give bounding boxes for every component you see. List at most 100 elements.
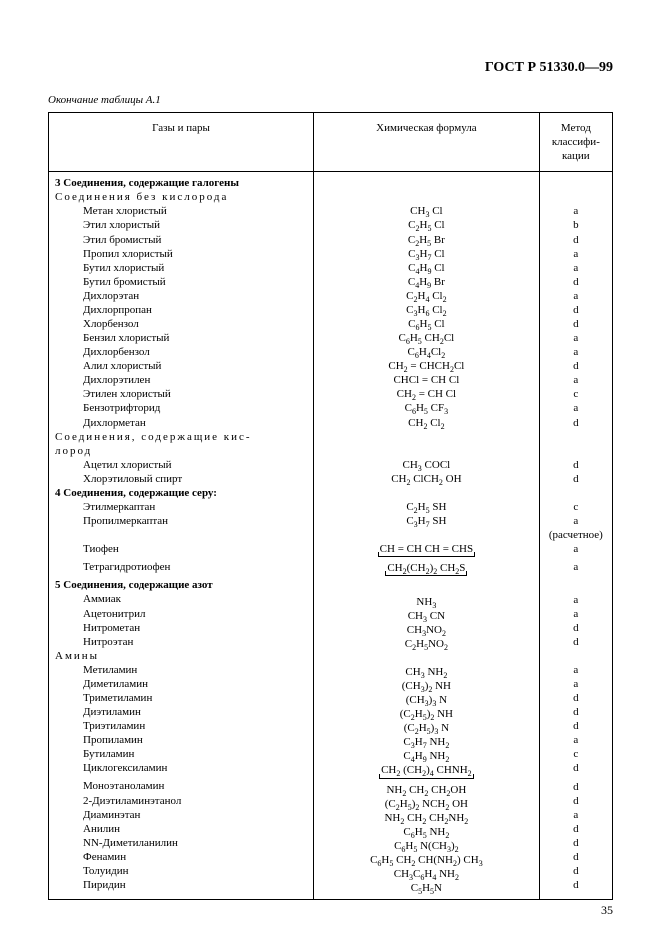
formula-text: CH2 (CH2)4 CHNH2 [379, 763, 474, 778]
row-formula: C3H7 NH2 [318, 735, 535, 749]
name-text: Диаминэтан [55, 808, 337, 822]
method-text: d [544, 822, 608, 836]
row-method: d [544, 635, 608, 649]
name-text: Ацетонитрил [55, 607, 337, 621]
row-formula [318, 528, 535, 542]
row-formula: CH3 CN [318, 609, 535, 623]
method-text: d [544, 836, 608, 850]
name-text: Анилин [55, 822, 337, 836]
name-text: Тетрагидротиофен [55, 560, 337, 574]
name-text: NN-Диметиланилин [55, 836, 337, 850]
name-text: Этилмеркаптан [55, 500, 337, 514]
row-formula: (C2H5)2 NH [318, 707, 535, 721]
row-method: a [544, 808, 608, 822]
row-method: a [544, 247, 608, 261]
row-name: Бутил хлористый [55, 261, 309, 275]
row-formula: CH2 Cl2 [318, 416, 535, 430]
name-text: Этил хлористый [55, 218, 337, 232]
name-text: Бутил хлористый [55, 261, 337, 275]
row-method: d [544, 691, 608, 705]
name-text: Амины [55, 649, 309, 663]
row-name: Моноэтаноламин [55, 779, 309, 793]
name-text: Бутиламин [55, 747, 337, 761]
name-text: Тиофен [55, 542, 337, 556]
formula-text: C4H9 NH2 [403, 749, 449, 763]
name-text: Дихлорпропан [55, 303, 337, 317]
method-text [544, 190, 608, 204]
name-text: Толуидин [55, 864, 337, 878]
row-method: d [544, 878, 608, 892]
method-text: a [544, 663, 608, 677]
row-name: Амины [55, 649, 309, 663]
row-name: Бензил хлористый [55, 331, 309, 345]
method-text [544, 578, 608, 592]
method-text [544, 176, 608, 190]
method-text: d [544, 317, 608, 331]
row-method: d [544, 761, 608, 775]
row-method: d [544, 359, 608, 373]
formula-text: CH2(CH2)2 CH2S [385, 561, 467, 576]
method-text: b [544, 218, 608, 232]
name-text: Алил хлористый [55, 359, 337, 373]
row-method: d [544, 794, 608, 808]
name-text: Дихлорэтилен [55, 373, 337, 387]
row-name: Аммиак [55, 592, 309, 606]
name-text: 4 Соединения, содержащие серу: [55, 486, 309, 500]
row-method: a [544, 514, 608, 528]
row-formula [318, 190, 535, 204]
row-name: Этил хлористый [55, 218, 309, 232]
method-text: d [544, 794, 608, 808]
row-formula: (C2H5)2 NCH2 OH [318, 797, 535, 811]
row-method: a [544, 560, 608, 574]
row-formula [318, 444, 535, 458]
method-text [544, 430, 608, 444]
method-text: a [544, 607, 608, 621]
method-text: d [544, 864, 608, 878]
row-name [55, 528, 309, 542]
row-method: d [544, 621, 608, 635]
gases-table: Газы и пары Химическая формула Метод кла… [48, 112, 613, 900]
row-name: Соединения без кислорода [55, 190, 309, 204]
row-method: b [544, 218, 608, 232]
name-text: Пропил хлористый [55, 247, 337, 261]
method-text [544, 444, 608, 458]
formula-column: CH3 ClC2H5 ClC2H5 BrC3H7 ClC4H9 ClC4H9 B… [314, 172, 540, 900]
row-name: Хлорэтиловый спирт [55, 472, 309, 486]
name-text: Фенамин [55, 850, 337, 864]
row-method: a [544, 204, 608, 218]
formula-text: C2H5 Br [408, 233, 445, 247]
name-text: Пропиламин [55, 733, 337, 747]
row-method: c [544, 500, 608, 514]
row-method: a [544, 542, 608, 556]
formula-text: C2H5 Cl [408, 218, 444, 232]
row-method: a [544, 289, 608, 303]
row-formula: CH3 COCl [318, 458, 535, 472]
row-formula: CH3 Cl [318, 204, 535, 218]
formula-text: NH2 CH2 CH2NH2 [384, 811, 468, 825]
row-formula [318, 580, 535, 594]
row-name: Тиофен [55, 542, 309, 556]
name-text: Циклогексиламин [55, 761, 337, 775]
row-name: NN-Диметиланилин [55, 836, 309, 850]
name-text: Хлорбензол [55, 317, 337, 331]
row-method [544, 176, 608, 190]
row-method [544, 486, 608, 500]
name-text: Пиридин [55, 878, 337, 892]
row-name: Тетрагидротиофен [55, 560, 309, 574]
method-text: a [544, 514, 608, 528]
formula-text: C3H7 SH [406, 514, 446, 528]
row-name: Бензотрифторид [55, 401, 309, 415]
row-formula: C6H5 N(CH3)2 [318, 839, 535, 853]
method-text: a [544, 204, 608, 218]
method-text [544, 486, 608, 500]
row-name: 4 Соединения, содержащие серу: [55, 486, 309, 500]
formula-text: NH2 CH2 CH2OH [386, 783, 466, 797]
method-text: d [544, 705, 608, 719]
row-method: (расчетное) [544, 528, 608, 542]
method-text: a [544, 401, 608, 415]
method-text: a [544, 733, 608, 747]
row-formula: C2H5 Cl [318, 218, 535, 232]
name-text: Триметиламин [55, 691, 337, 705]
row-name: Дихлорбензол [55, 345, 309, 359]
row-formula [318, 176, 535, 190]
